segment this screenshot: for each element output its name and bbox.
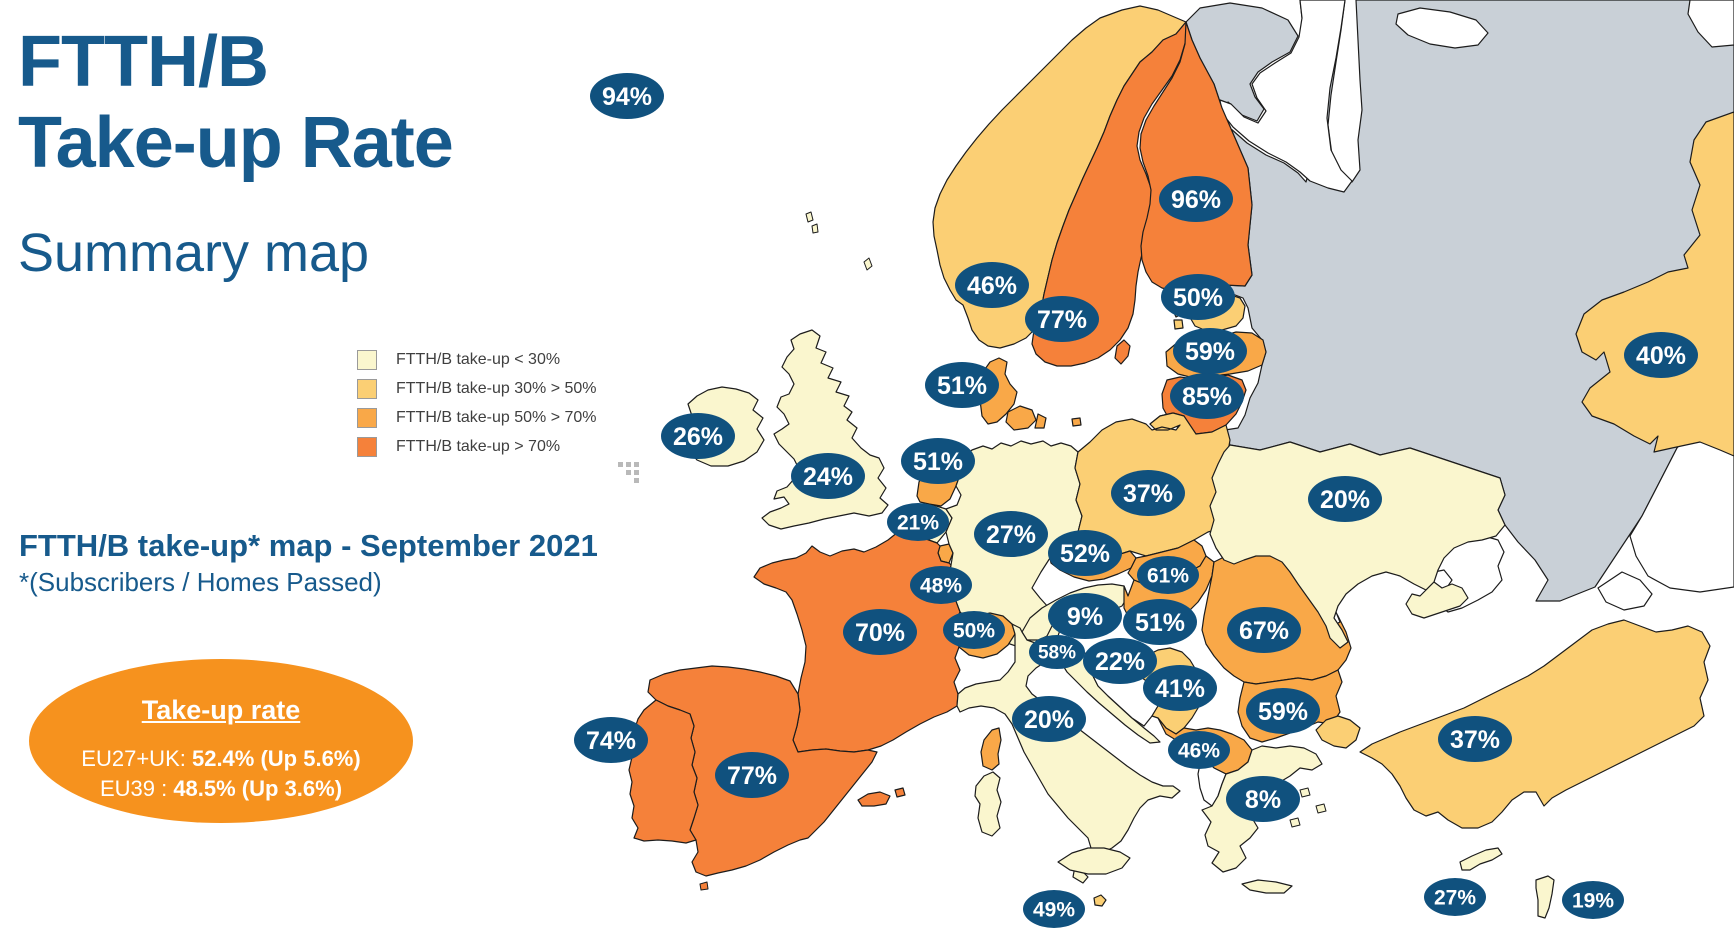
svg-text:37%: 37% — [1123, 480, 1173, 508]
svg-text:52%: 52% — [1060, 540, 1110, 568]
svg-text:27%: 27% — [986, 521, 1036, 549]
svg-text:27%: 27% — [1434, 887, 1476, 910]
svg-text:59%: 59% — [1258, 698, 1308, 726]
svg-text:48%: 48% — [920, 575, 962, 598]
svg-text:51%: 51% — [937, 372, 987, 400]
svg-text:46%: 46% — [1178, 740, 1220, 763]
svg-text:9%: 9% — [1067, 603, 1103, 631]
svg-text:37%: 37% — [1450, 726, 1500, 754]
svg-text:67%: 67% — [1239, 617, 1289, 645]
svg-text:40%: 40% — [1636, 342, 1686, 370]
svg-text:8%: 8% — [1245, 786, 1281, 814]
svg-text:70%: 70% — [855, 619, 905, 647]
svg-text:20%: 20% — [1320, 486, 1370, 514]
svg-text:22%: 22% — [1095, 648, 1145, 676]
svg-text:21%: 21% — [897, 512, 939, 535]
svg-text:50%: 50% — [953, 620, 995, 643]
svg-text:94%: 94% — [602, 83, 652, 111]
svg-text:77%: 77% — [727, 762, 777, 790]
svg-text:85%: 85% — [1182, 383, 1232, 411]
svg-text:20%: 20% — [1024, 706, 1074, 734]
svg-text:46%: 46% — [967, 272, 1017, 300]
svg-text:51%: 51% — [1135, 609, 1185, 637]
svg-text:51%: 51% — [913, 448, 963, 476]
svg-text:58%: 58% — [1038, 643, 1076, 664]
svg-text:26%: 26% — [673, 423, 723, 451]
svg-text:24%: 24% — [803, 463, 853, 491]
svg-text:61%: 61% — [1147, 565, 1189, 588]
svg-text:19%: 19% — [1572, 890, 1614, 913]
svg-text:50%: 50% — [1173, 284, 1223, 312]
svg-text:96%: 96% — [1171, 186, 1221, 214]
svg-text:49%: 49% — [1033, 899, 1075, 922]
svg-text:77%: 77% — [1037, 306, 1087, 334]
svg-text:59%: 59% — [1185, 338, 1235, 366]
svg-text:41%: 41% — [1155, 675, 1205, 703]
svg-text:74%: 74% — [586, 727, 636, 755]
